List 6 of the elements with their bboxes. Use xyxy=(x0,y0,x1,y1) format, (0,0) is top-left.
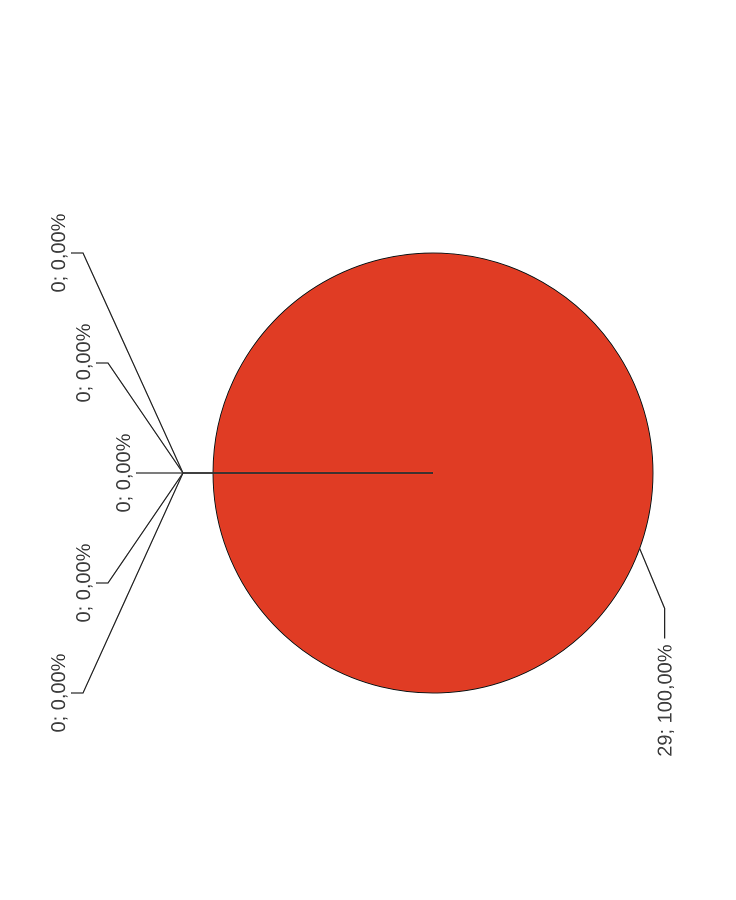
text: 0; 0,00% xyxy=(113,434,135,512)
text: 0; 0,00% xyxy=(48,214,70,292)
text: 0; 0,00% xyxy=(48,654,70,732)
text: 0; 0,00% xyxy=(73,324,95,402)
text: 0; 0,00% xyxy=(73,544,95,622)
data-label: 29; 100,00% xyxy=(654,644,677,757)
